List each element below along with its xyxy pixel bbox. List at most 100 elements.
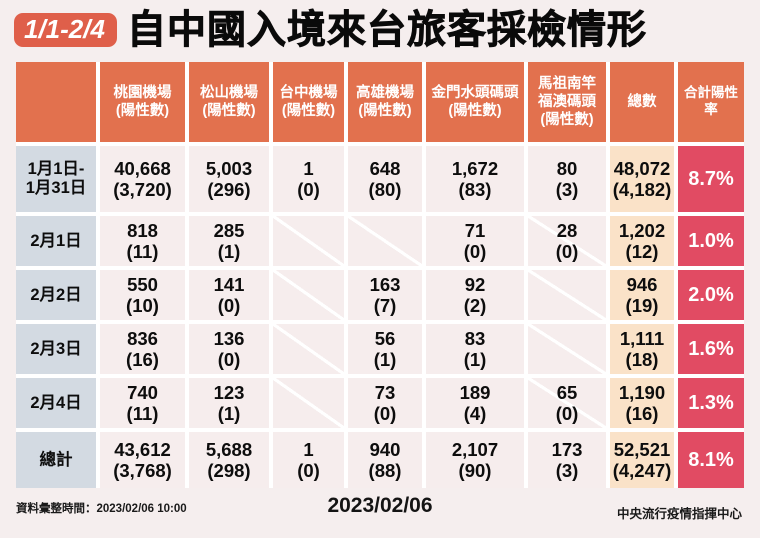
cell-positive: (0) [373,403,397,424]
cell-value: 163 [369,273,401,295]
value-cell: 5,003 (296) [189,146,269,212]
col-header-taoyuan-airport: 桃園機場 (陽性數) [100,62,185,142]
cell-value: 940 [369,438,401,460]
no-data-slash-icon [528,216,606,266]
cell-positive: (0) [463,241,487,262]
rate-cell: 8.1% [678,432,744,488]
cell-value: 173 [551,438,583,460]
cell-value: 740 [127,381,158,403]
cell-positive: (1) [373,349,397,370]
no-data-slash-icon [528,378,606,428]
cell-positive: (3) [555,460,579,481]
row-label-jan: 1月1日- 1月31日 [16,146,96,212]
cell-positive: (18) [625,349,659,370]
no-data-slash-icon [273,270,344,320]
value-cell [273,216,344,266]
value-cell: 648 (80) [348,146,422,212]
corner-header-cell [16,62,96,142]
cell-value: 818 [127,219,158,241]
cell-value: 73 [374,381,396,403]
cell-value: 5,003 [205,157,253,179]
cell-positive: (80) [368,179,402,200]
value-cell: 73 (0) [348,378,422,428]
col-header-songshan-airport: 松山機場 (陽性數) [189,62,269,142]
row-label-feb1: 2月1日 [16,216,96,266]
page-title: 自中國入境來台旅客採檢情形 [126,8,647,52]
value-cell: 80 (3) [528,146,606,212]
no-data-slash-icon [273,378,344,428]
cell-positive: (4) [463,403,487,424]
title-row: 1/1-2/4 自中國入境來台旅客採檢情形 [14,5,647,55]
cell-value: 83 [464,327,486,349]
value-cell: 123 (1) [189,378,269,428]
cell-value: 1 [303,438,314,460]
value-cell: 43,612 (3,768) [100,432,185,488]
value-cell: 740 (11) [100,378,185,428]
value-cell [528,324,606,374]
header-line: 高雄機場 [356,84,414,101]
header-line: (陽性數) [115,103,170,119]
cell-value: 56 [374,327,396,349]
header-line: 合計陽性率 [684,85,738,117]
cell-positive: (298) [207,460,251,481]
cell-positive: (3,720) [113,179,172,200]
header-line: 桃園機場 [113,84,172,101]
cell-positive: (0) [297,179,320,200]
header-line: 馬祖南竿 [538,75,596,92]
value-cell: 836 (16) [100,324,185,374]
value-cell: 71 (0) [426,216,524,266]
value-cell: 1,672 (83) [426,146,524,212]
cell-positive: (88) [368,460,402,481]
no-data-slash-icon [348,216,422,266]
value-cell: 1 (0) [273,146,344,212]
total-cell: 1,190 (16) [610,378,674,428]
rate-cell: 1.0% [678,216,744,266]
value-cell: 56 (1) [348,324,422,374]
value-cell [273,378,344,428]
cell-positive: (83) [458,179,492,200]
date-range-badge: 1/1-2/4 [14,13,117,47]
cell-value: 43,612 [114,438,171,460]
cell-value: 123 [213,381,245,403]
value-cell: 189 (4) [426,378,524,428]
cell-value: 141 [213,273,245,295]
header-line: 總數 [627,93,657,110]
value-cell [273,324,344,374]
cell-value: 5,688 [205,438,253,460]
value-cell: 940 (88) [348,432,422,488]
value-cell: 550 (10) [100,270,185,320]
value-cell: 1 (0) [273,432,344,488]
cell-value: 80 [556,157,578,179]
cell-positive: (16) [126,349,159,370]
cell-value: 946 [626,273,658,295]
rate-cell: 1.6% [678,324,744,374]
value-cell: 173 (3) [528,432,606,488]
cell-value: 40,668 [114,157,171,179]
cell-positive: (2) [463,295,487,316]
row-label-feb2: 2月2日 [16,270,96,320]
cell-positive: (1) [217,241,241,262]
cell-positive: (1) [463,349,487,370]
total-cell: 52,521 (4,247) [610,432,674,488]
cell-value: 28 [556,219,578,241]
rate-cell: 2.0% [678,270,744,320]
cell-positive: (0) [555,403,579,424]
header-line: 松山機場 [200,84,258,101]
col-header-matsu-pier: 馬祖南竿 福澳碼頭 (陽性數) [528,62,606,142]
value-cell: 40,668 (3,720) [100,146,185,212]
cell-value: 189 [459,381,491,403]
value-cell: 65 (0) [528,378,606,428]
header-line: (陽性數) [540,112,594,129]
cell-positive: (4,247) [612,460,672,481]
cell-positive: (3,768) [113,460,172,481]
rate-cell: 8.7% [678,146,744,212]
cell-value: 71 [464,219,486,241]
cell-value: 285 [213,219,245,241]
no-data-slash-icon [528,324,606,374]
cell-value: 648 [369,157,401,179]
cell-positive: (0) [555,241,579,262]
cell-positive: (11) [126,241,159,262]
cell-positive: (19) [625,295,659,316]
col-header-total: 總數 [610,62,674,142]
col-header-kinmen-pier: 金門水頭碼頭 (陽性數) [426,62,524,142]
